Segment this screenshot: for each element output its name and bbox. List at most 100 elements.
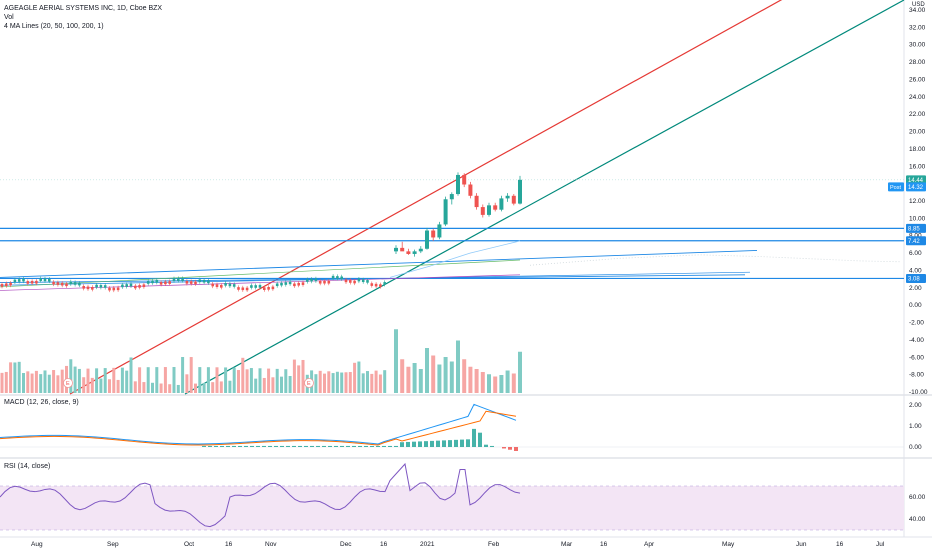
volume-bar: [518, 351, 522, 393]
volume-bar: [323, 373, 326, 393]
volume-bar: [288, 376, 292, 393]
level-1-badge-label: 8.85: [908, 227, 920, 233]
candle: [336, 276, 339, 279]
volume-bar: [241, 357, 245, 393]
candle: [159, 282, 163, 285]
time-tick-label: Sep: [107, 541, 119, 548]
macd-histogram-bar: [256, 445, 260, 447]
volume-bar: [232, 367, 236, 393]
volume-bar: [297, 365, 301, 393]
volume-bar: [163, 367, 167, 393]
candle: [323, 280, 326, 284]
candle: [155, 279, 159, 283]
candle: [52, 281, 55, 285]
candle: [151, 280, 154, 284]
candle: [493, 205, 498, 210]
time-tick-label: Feb: [488, 541, 500, 548]
post-label-text: Post: [890, 185, 901, 191]
volume-bar: [237, 370, 240, 393]
macd-histogram-bar: [358, 445, 362, 447]
time-tick-label: 2021: [420, 541, 435, 548]
price-tick-label: -10.00: [909, 389, 928, 396]
macd-histogram-bar: [316, 445, 320, 447]
candle: [228, 283, 232, 287]
ma-200-line: [0, 274, 521, 291]
volume-bar: [159, 383, 163, 393]
macd-histogram-bar: [442, 440, 446, 447]
volume-bar: [245, 369, 249, 393]
volume-bar: [13, 362, 17, 393]
price-tick-label: 10.00: [909, 215, 926, 222]
volume-bar: [318, 370, 322, 393]
macd-histogram-bar: [424, 441, 428, 447]
candle: [511, 195, 516, 204]
candle: [418, 248, 423, 252]
volume-bar: [394, 329, 398, 393]
volume-bar: [280, 376, 283, 393]
volume-bar: [335, 371, 339, 393]
macd-histogram-bar: [466, 439, 470, 447]
macd-histogram-bar: [388, 445, 392, 447]
signal-line: [0, 410, 517, 446]
candle: [505, 195, 510, 199]
volume-bar: [340, 372, 344, 393]
volume-bar: [301, 359, 305, 393]
candle: [0, 284, 4, 287]
blue-channel-line: [0, 271, 751, 286]
volume-bar: [43, 370, 47, 393]
candle: [480, 207, 485, 215]
volume-bar: [146, 367, 150, 393]
volume-bar: [292, 359, 296, 393]
candle: [215, 284, 219, 287]
price-tick-label: 6.00: [909, 250, 922, 257]
rsi-legend[interactable]: RSI (14, close): [4, 463, 51, 470]
macd-legend[interactable]: MACD (12, 26, close, 9): [4, 399, 79, 406]
candle: [207, 280, 210, 284]
blue-channel-line: [0, 250, 758, 278]
macd-histogram-bar: [334, 445, 338, 447]
symbol-title[interactable]: AGEAGLE AERIAL SYSTEMS INC, 1D, Cboe BZX: [4, 5, 163, 12]
volume-bar: [17, 361, 21, 393]
candle: [112, 287, 116, 291]
candle: [456, 174, 460, 195]
candle: [177, 278, 180, 281]
candle: [412, 251, 417, 254]
candle: [267, 287, 270, 290]
candle: [65, 283, 68, 287]
volume-bar: [468, 366, 473, 393]
macd-histogram-bar: [220, 445, 224, 447]
ma-legend[interactable]: 4 MA Lines (20, 50, 100, 200, 1): [4, 23, 104, 30]
volume-bar: [120, 367, 124, 393]
candle: [35, 280, 38, 284]
candle: [43, 278, 47, 282]
candle: [271, 286, 275, 290]
volume-bar: [474, 369, 479, 393]
candle: [164, 281, 167, 285]
candle: [99, 285, 103, 288]
candle: [379, 284, 382, 287]
candle: [224, 283, 227, 286]
macd-histogram-bar: [448, 440, 452, 447]
candle: [462, 174, 467, 185]
level-2-badge-label: 7.42: [908, 239, 920, 245]
volume-bar: [271, 377, 275, 393]
volume-bar: [348, 372, 352, 393]
post-price-text: 14.32: [908, 185, 924, 191]
macd-histogram-bar: [376, 445, 380, 447]
price-tick-label: 22.00: [909, 111, 926, 118]
volume-bar: [47, 374, 51, 393]
candle: [60, 282, 64, 286]
rsi-tick-label: 40.00: [909, 516, 926, 523]
rsi-line: [0, 462, 521, 528]
candle: [293, 283, 296, 287]
volume-bar: [168, 384, 172, 393]
volume-legend[interactable]: Vol: [4, 14, 14, 21]
candle: [91, 287, 94, 290]
candle: [185, 281, 189, 284]
volume-bar: [443, 357, 448, 393]
volume-bar: [449, 361, 454, 393]
time-tick-label: 16: [380, 541, 388, 548]
candle: [82, 286, 85, 289]
candle: [425, 230, 429, 249]
